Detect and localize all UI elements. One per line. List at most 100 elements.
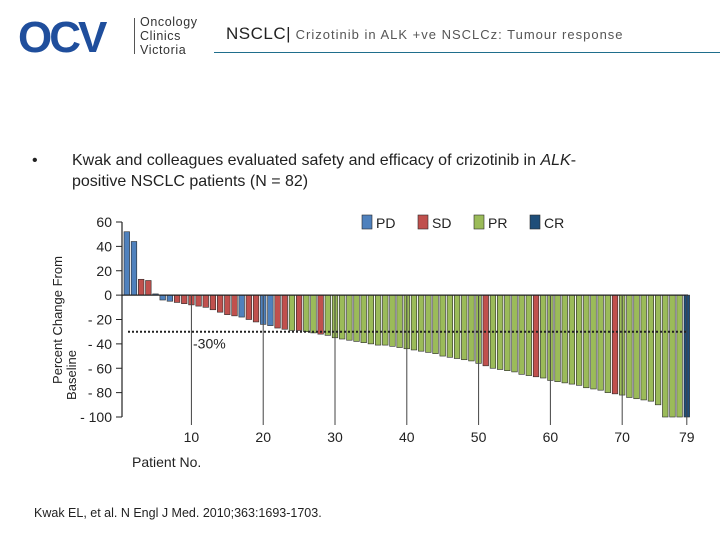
bar-patient-46 xyxy=(446,294,453,358)
bar-patient-12 xyxy=(202,294,209,308)
logo-divider xyxy=(134,18,135,54)
legend-label-cr: CR xyxy=(544,215,564,231)
x-ticks: 10 20 30 40 50 60 70 79 xyxy=(184,295,695,445)
bar-patient-1 xyxy=(123,231,130,296)
legend-swatch-cr xyxy=(529,214,541,230)
bar-patient-57 xyxy=(525,294,532,376)
bar-patient-23 xyxy=(281,294,288,330)
y-tick-label: 60 xyxy=(96,214,112,230)
bar-patient-65 xyxy=(583,294,590,389)
bar-patient-66 xyxy=(590,294,597,390)
bar-patient-29 xyxy=(324,294,331,336)
bar-patient-75 xyxy=(654,294,662,406)
bar-patient-49 xyxy=(468,294,475,362)
bar-patient-14 xyxy=(217,294,224,313)
y-tick-label: - 20 xyxy=(88,312,112,328)
legend-swatch-pd xyxy=(361,214,373,230)
legend-swatch-sd xyxy=(417,214,429,230)
y-ticks: 60 40 20 0 - 20 - 40 - 60 - 80 - 100 xyxy=(80,214,122,425)
bar-patient-42 xyxy=(418,294,425,352)
legend-label-sd: SD xyxy=(432,215,451,231)
y-tick-label: - 60 xyxy=(88,360,112,376)
bar-patient-45 xyxy=(439,294,446,357)
bar-patient-19 xyxy=(252,294,260,323)
y-tick-label: 20 xyxy=(96,263,112,279)
bar-patient-25 xyxy=(296,294,303,331)
threshold: -30% xyxy=(128,330,688,352)
y-axis-label-line-1: Percent Change From xyxy=(50,256,65,384)
logo-mark-text: OCV xyxy=(18,14,108,58)
bar-patient-15 xyxy=(224,294,231,315)
bar-patient-74 xyxy=(647,294,654,402)
bar-patient-13 xyxy=(209,294,217,311)
bar-patient-64 xyxy=(576,294,583,386)
x-tick-label: 70 xyxy=(614,429,630,445)
logo-line-3: Victoria xyxy=(140,43,187,57)
ocv-logo-mark: OCV xyxy=(18,14,111,58)
x-tick-label: 20 xyxy=(255,429,271,445)
y-tick-label: - 40 xyxy=(88,336,112,352)
bar-patient-54 xyxy=(504,294,511,371)
bar-patient-41 xyxy=(410,294,418,351)
bar-patient-63 xyxy=(568,294,576,385)
x-tick-label: 30 xyxy=(327,429,343,445)
x-tick-label: 40 xyxy=(399,429,415,445)
page-title-main: NSCLC| xyxy=(226,24,292,43)
bar-patient-3 xyxy=(138,278,145,296)
bar-patient-71 xyxy=(626,294,633,398)
bullet-line-1-pre: Kwak and colleagues evaluated safety and… xyxy=(72,152,541,169)
bar-patient-59 xyxy=(540,294,547,379)
bullet-line-2: positive NSCLC patients (N = 82) xyxy=(72,173,309,190)
bar-patient-17 xyxy=(238,294,245,318)
bullet-line-1-post: - xyxy=(570,152,577,169)
bar-patient-34 xyxy=(360,294,367,343)
bar-patient-51 xyxy=(482,294,489,367)
bar-patient-4 xyxy=(145,280,152,296)
bar-patient-33 xyxy=(353,294,360,342)
bullet-dot: • xyxy=(32,152,38,169)
x-tick-label: 60 xyxy=(543,429,559,445)
page-title-sub: Crizotinib in ALK +ve NSCLCz: Tumour res… xyxy=(291,27,624,42)
bar-patient-37 xyxy=(382,294,389,346)
bar-patient-8 xyxy=(173,294,181,303)
bar-patient-26 xyxy=(303,294,310,332)
bar-patient-39 xyxy=(396,294,403,348)
bar-patient-18 xyxy=(245,294,252,320)
legend-label-pd: PD xyxy=(376,215,395,231)
bar-patient-48 xyxy=(461,294,468,361)
bar-patient-61 xyxy=(554,294,561,382)
bar-patient-6 xyxy=(159,294,166,301)
bar-patient-21 xyxy=(267,294,274,326)
bar-patient-47 xyxy=(453,294,461,359)
bar-patient-76 xyxy=(662,294,669,418)
page-title: NSCLC| Crizotinib in ALK +ve NSCLCz: Tum… xyxy=(226,24,624,44)
axes xyxy=(121,222,688,417)
bar-patient-32 xyxy=(346,294,353,341)
bar-patient-38 xyxy=(389,294,396,347)
bar-patient-11 xyxy=(195,294,202,307)
bar-patient-77 xyxy=(669,294,676,418)
bar-patient-78 xyxy=(676,294,683,418)
y-tick-label: - 80 xyxy=(88,385,112,401)
legend: PD SD PR CR xyxy=(361,214,564,231)
bar-patient-67 xyxy=(597,294,604,391)
bar-patient-9 xyxy=(181,294,188,304)
x-tick-label: 10 xyxy=(184,429,200,445)
bar-patient-24 xyxy=(288,294,296,331)
bar-patient-73 xyxy=(640,294,647,401)
bar-patient-62 xyxy=(561,294,568,384)
bar-patient-35 xyxy=(367,294,375,345)
y-tick-label: 0 xyxy=(104,287,112,303)
x-axis-label: Patient No. xyxy=(132,454,201,470)
bullet-point: • Kwak and colleagues evaluated safety a… xyxy=(32,150,662,192)
bar-patient-43 xyxy=(425,294,432,353)
bar-patient-69 xyxy=(611,294,619,395)
threshold-label: -30% xyxy=(193,336,226,352)
bar-patient-55 xyxy=(511,294,518,373)
bar-patient-2 xyxy=(130,241,138,296)
bar-patient-22 xyxy=(274,294,281,329)
logo: OCV Oncology Clinics Victoria xyxy=(18,14,197,58)
y-axis-label-group: Percent Change From Baseline xyxy=(50,256,79,400)
x-tick-label: 79 xyxy=(679,429,695,445)
bar-patient-16 xyxy=(231,294,238,317)
